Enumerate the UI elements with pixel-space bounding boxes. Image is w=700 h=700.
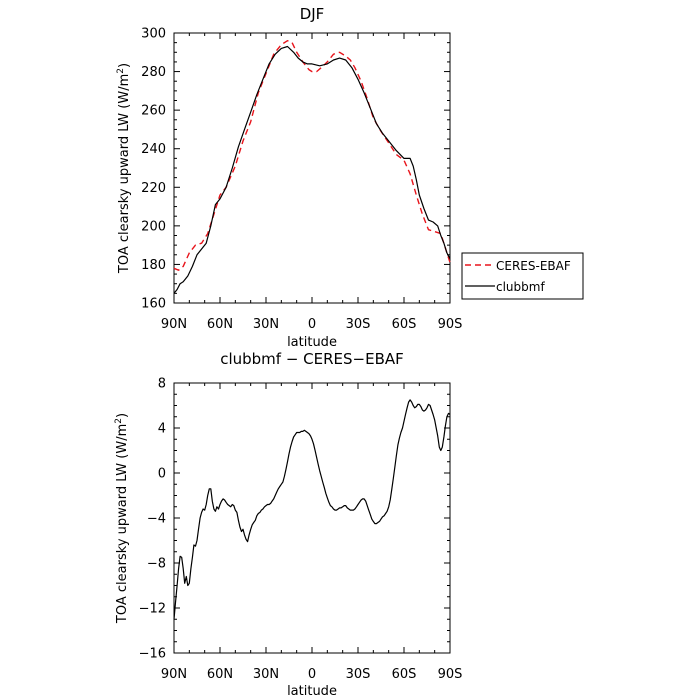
x-tick-label: 90N [161,667,187,682]
y-tick-label: 4 [158,422,166,437]
y-tick-label: −4 [147,512,166,527]
x-tick-label: 30S [346,317,371,332]
y-tick-label: 220 [141,181,166,196]
x-tick-label: 0 [308,317,316,332]
y-tick-label: 240 [141,142,166,157]
legend-box [461,252,584,300]
x-tick-label: 90S [438,317,463,332]
y-axis-top: 160 180 200 220 240 260 280 300 [141,27,450,312]
y-tick-label: 160 [141,297,166,312]
y-tick-label: 260 [141,104,166,119]
x-axis-label-top: latitude [287,335,337,350]
series-group-bottom [173,399,451,620]
y-tick-label: 200 [141,219,166,234]
panel-top: DJF 160 180 200 220 240 260 280 300 90N 60N 30N 0 3… [116,5,584,350]
ceres-ebaf-series-line [173,40,451,271]
chart-title-top: DJF [300,5,325,23]
y-tick-label: 8 [158,377,166,392]
y-tick-label: 180 [141,258,166,273]
x-tick-label: 60N [207,317,233,332]
x-tick-label: 0 [308,667,316,682]
legend-label-ceres: CERES-EBAF [496,259,571,273]
legend-label-clubbmf: clubbmf [496,280,545,294]
y-tick-label: 300 [141,27,166,42]
x-tick-label: 30S [346,667,371,682]
y-tick-label: −16 [139,647,166,662]
x-axis-label-bottom: latitude [287,684,337,699]
x-tick-label: 90S [438,667,463,682]
y-axis-label-top: TOA clearsky upward LW (W/m2) [116,63,132,274]
legend: CERES-EBAF clubbmf [461,252,584,300]
x-axis-bottom: 90N 60N 30N 0 30S 60S 90S [161,383,463,682]
x-axis-top: 90N 60N 30N 0 30S 60S 90S [161,33,463,332]
y-tick-label: 280 [141,65,166,80]
x-tick-label: 60S [392,667,417,682]
series-group-top [173,40,451,294]
y-tick-label: 0 [158,467,166,482]
x-tick-label: 90N [161,317,187,332]
x-tick-label: 60S [392,317,417,332]
y-axis-label-bottom: TOA clearsky upward LW (W/m2) [114,413,130,624]
x-tick-label: 30N [253,667,279,682]
clubbmf-series-line [173,45,451,294]
y-tick-label: −12 [139,602,166,617]
difference-series-line [173,399,451,620]
y-tick-label: −8 [147,557,166,572]
x-tick-label: 30N [253,317,279,332]
x-tick-label: 60N [207,667,233,682]
y-axis-bottom: −16 −12 −8 −4 0 4 8 [139,377,450,662]
panel-bottom: clubbmf − CERES−EBAF −16 −12 −8 −4 0 4 8 90N 60… [114,350,462,699]
chart-title-bottom: clubbmf − CERES−EBAF [220,350,404,368]
